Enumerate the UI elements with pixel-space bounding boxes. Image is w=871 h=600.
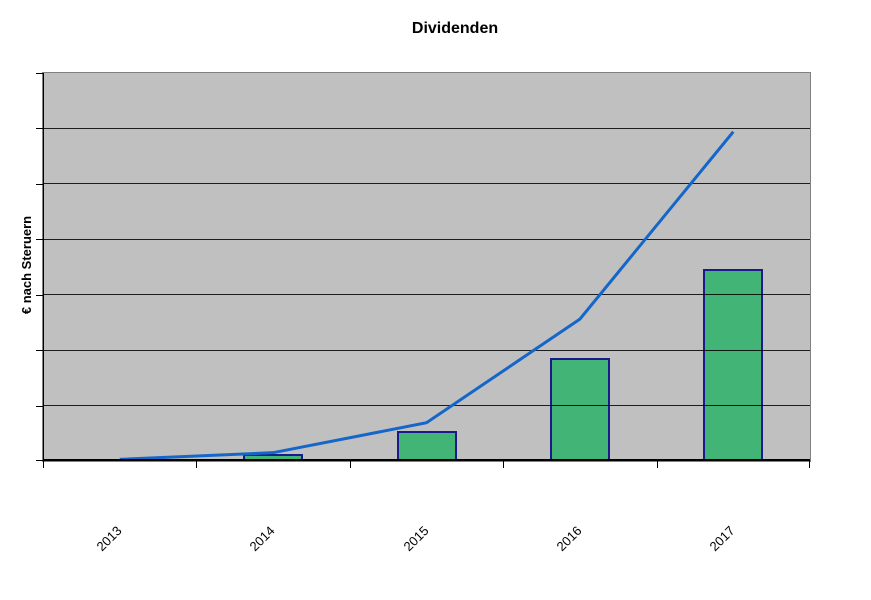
x-axis [43,459,810,461]
x-axis-tick [196,461,198,468]
chart-title: Dividenden [411,20,499,37]
y-axis [43,73,44,461]
y-axis-label: € nach Steruern [19,215,34,315]
y-axis-tick [36,294,43,296]
gridline [43,349,810,351]
gridline [43,183,810,185]
y-axis-tick [36,183,43,185]
y-axis-tick [36,239,43,241]
x-axis-tick [656,461,658,468]
x-axis-tick [503,461,505,468]
x-axis-tick [43,461,44,468]
x-tick-label-2015: 2015 [400,523,432,555]
plot-area [36,72,811,468]
y-axis-tick [36,73,43,74]
y-axis-tick [36,128,43,130]
gridline [43,238,810,240]
gridline [43,405,810,407]
x-axis-tick [349,461,351,468]
x-tick-label-2014: 2014 [246,523,278,555]
x-axis-tick [809,461,810,468]
x-tick-label-2017: 2017 [706,523,738,555]
y-axis-tick [36,350,43,352]
gridline [43,127,810,129]
bar-2017 [703,269,764,461]
gridline [43,294,810,296]
y-axis-tick [36,405,43,407]
line-series [119,130,735,461]
y-axis-tick [36,460,43,461]
line-series-path [119,130,735,461]
x-tick-label-2016: 2016 [553,523,585,555]
x-tick-label-2013: 2013 [93,523,125,555]
